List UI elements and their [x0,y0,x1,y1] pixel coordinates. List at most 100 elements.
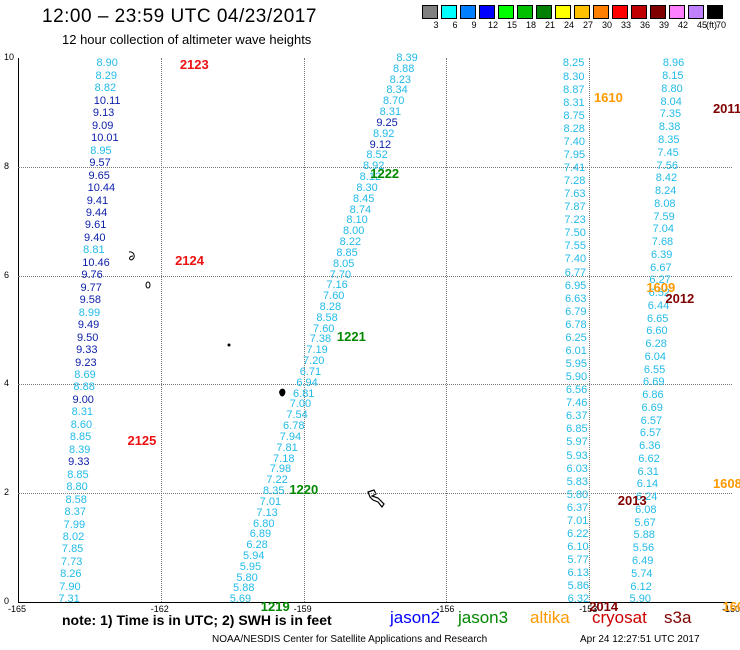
color-scale-swatch [555,5,571,19]
wave-height-value: 7.55 [564,240,586,253]
wave-height-value: 7.63 [564,188,586,201]
wave-height-value: 8.30 [356,181,378,194]
pass-number-label: 2011 [712,100,740,116]
wave-height-value: 7.04 [652,223,674,236]
wave-height-value: 6.79 [565,305,587,318]
wave-height-value: 6.27 [649,274,671,287]
color-scale-swatch [441,5,457,19]
island-outline [145,281,151,289]
wave-height-value: 8.87 [563,83,585,96]
wave-height-value: 7.98 [269,463,292,476]
wave-height-value: 6.57 [640,414,663,427]
wave-height-value: 7.60 [313,322,335,335]
wave-height-value: 5.80 [236,571,258,584]
wave-height-value: 9.50 [76,331,99,344]
wave-height-value: 7.70 [329,268,352,281]
wave-height-value: 5.88 [233,582,255,595]
wave-height-value: 8.34 [386,84,408,97]
wave-height-value: 5.97 [566,436,588,449]
wave-height-value: 6.44 [647,299,670,312]
wave-height-value: 6.13 [567,567,589,580]
wave-height-value: 7.22 [266,474,288,487]
wave-height-value: 5.69 [229,593,252,606]
wave-height-value: 8.85 [69,431,92,444]
color-scale-swatch [593,5,609,19]
wave-height-value: 7.95 [563,148,586,161]
y-tick-label: 8 [4,160,10,171]
color-scale-swatch [688,5,704,19]
grid-line-horizontal [18,493,732,495]
wave-height-value: 6.39 [650,248,673,261]
wave-height-value: 8.28 [563,122,585,135]
wave-height-value: 6.49 [631,555,654,567]
wave-height-value: 5.83 [566,475,589,488]
wave-height-value: 7.38 [309,333,332,346]
wave-height-value: 8.81 [83,244,105,257]
wave-height-value: 6.55 [643,363,666,376]
wave-height-value: 5.88 [633,529,655,542]
wave-height-value: 5.94 [243,549,265,562]
x-tick-label: -153 [579,604,598,614]
wave-height-value: 8.28 [319,300,342,313]
wave-height-value: 8.45 [353,192,375,205]
pass-number-label: 2013 [617,492,647,508]
wave-height-value: 5.95 [565,358,587,371]
wave-height-value: 6.08 [635,503,657,516]
color-scale-swatch [631,5,647,19]
color-scale-label: 15 [506,20,517,30]
unit-label: (ft) [706,20,717,30]
x-tick-label: -159 [293,604,312,614]
legend-item-s3a: s3a [664,608,692,627]
wave-height-value: 5.56 [632,542,655,555]
wave-height-value: 9.13 [92,107,115,120]
wave-height-value: 6.37 [566,501,589,514]
color-scale-label: 36 [639,20,650,30]
wave-height-value: 10.44 [87,182,116,195]
wave-height-value: 7.94 [279,430,302,443]
wave-height-value: 8.26 [60,568,82,581]
wave-height-value: 6.95 [564,279,587,292]
color-scale-label: 9 [471,20,477,30]
wave-height-value: 7.56 [656,159,678,172]
wave-height-value: 5.95 [239,560,262,573]
pass-number-label: 2012 [665,291,695,307]
wave-height-value: 6.62 [638,452,660,465]
wave-height-value: 8.30 [563,70,585,83]
wave-height-value: 8.92 [372,127,395,140]
wave-height-value: 8.90 [96,57,118,70]
wave-height-value: 6.52 [648,287,671,300]
footnote: note: 1) Time is in UTC; 2) SWH is in fe… [62,612,332,628]
wave-height-value: 6.80 [253,517,275,530]
wave-height-value: 6.78 [565,318,587,331]
wave-height-value: 8.22 [339,236,362,249]
wave-height-value: 8.23 [389,73,412,86]
wave-height-value: 8.02 [62,530,85,543]
wave-height-value: 7.23 [564,214,586,227]
y-tick-label: 10 [4,52,15,62]
pass-number-label: 2125 [127,432,157,448]
wave-height-value: 9.23 [75,356,97,369]
wave-height-value: 5.77 [567,554,589,567]
wave-height-value: 7.54 [286,409,308,422]
wave-height-value: 8.95 [90,144,112,157]
wave-height-value: 6.81 [293,387,315,400]
color-scale-label: 12 [487,20,498,30]
wave-height-value: 7.19 [306,344,328,357]
color-scale-swatch [669,5,685,19]
wave-height-value: 7.45 [657,146,679,159]
wave-height-value: 6.01 [565,344,587,357]
wave-height-value: 7.59 [653,210,675,223]
wave-height-value: 9.00 [72,393,94,406]
wave-height-value: 10.46 [82,256,110,269]
grid-line-vertical [303,58,305,602]
pass-number-label: 1608 [712,476,740,492]
color-scale-label: 24 [563,20,574,30]
color-scale-label: 70 [715,20,726,30]
grid-line-horizontal [18,275,732,277]
wave-height-value: 7.99 [63,518,86,531]
x-tick-label: -150 [722,604,740,614]
color-scale-label: 45 [696,20,707,30]
wave-height-value: 6.25 [565,331,587,344]
pass-number-label: 1609 [646,280,676,296]
